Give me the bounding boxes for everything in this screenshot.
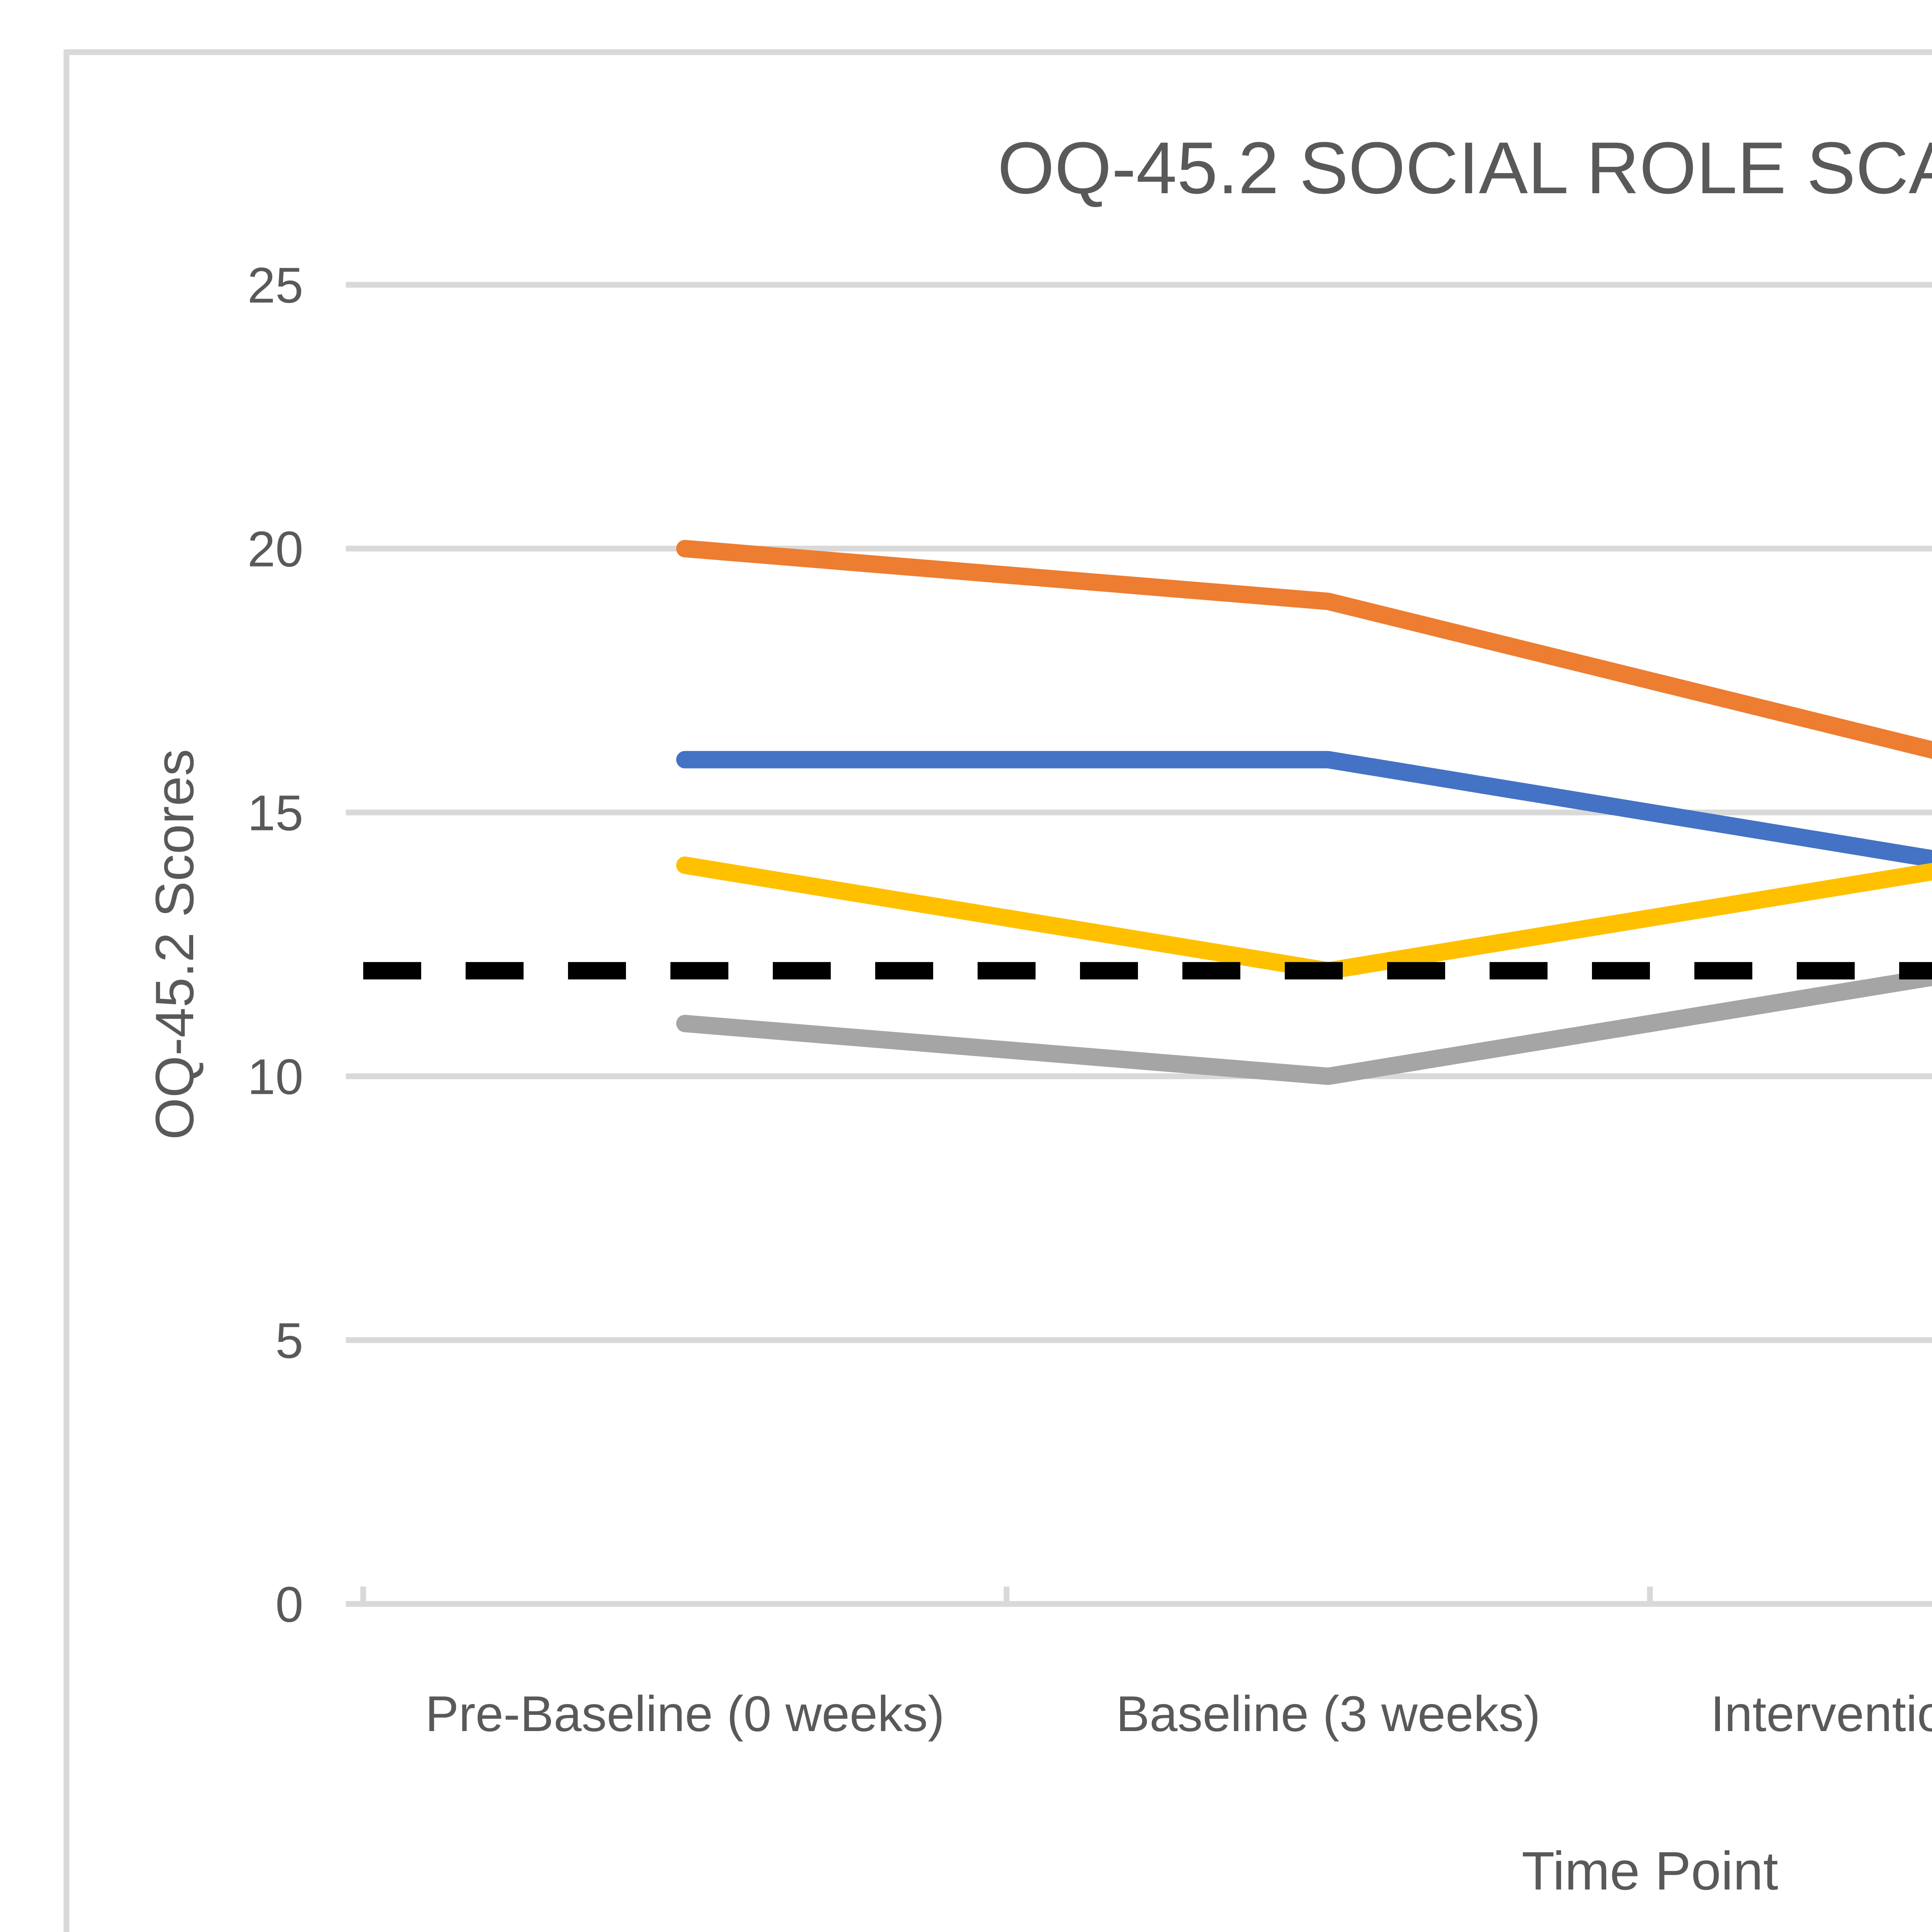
axis-label-layer: 0 5 10 15 20 25 Pre-Baseline (0 weeks) Baseline…	[247, 257, 1932, 1742]
y-axis-title: OQ-45.2 Scores	[144, 749, 205, 1140]
x-category-label: Baseline (3 weeks)	[1116, 1685, 1540, 1742]
series-layer	[676, 540, 1932, 1085]
chart-border	[63, 49, 1932, 1932]
y-tick-label: 15	[247, 785, 303, 841]
series-line-participant-1	[676, 751, 1932, 868]
y-tick-label: 25	[247, 257, 303, 313]
y-tick-label: 0	[276, 1576, 303, 1633]
x-category-label: Pre-Baseline (0 weeks)	[425, 1685, 945, 1742]
x-category-label: Intervention (13 weeks)	[1711, 1685, 1932, 1742]
y-tick-label: 10	[247, 1048, 303, 1105]
chart-title: OQ-45.2 SOCIAL ROLE SCALE	[997, 127, 1932, 209]
series-line-participant-3	[676, 968, 1932, 1085]
series-line-participant-2	[676, 540, 1932, 759]
x-axis-title: Time Point	[1522, 1840, 1778, 1901]
y-tick-label: 20	[247, 521, 303, 577]
series-line-participant-4	[676, 856, 1932, 980]
y-tick-label: 5	[276, 1312, 303, 1369]
